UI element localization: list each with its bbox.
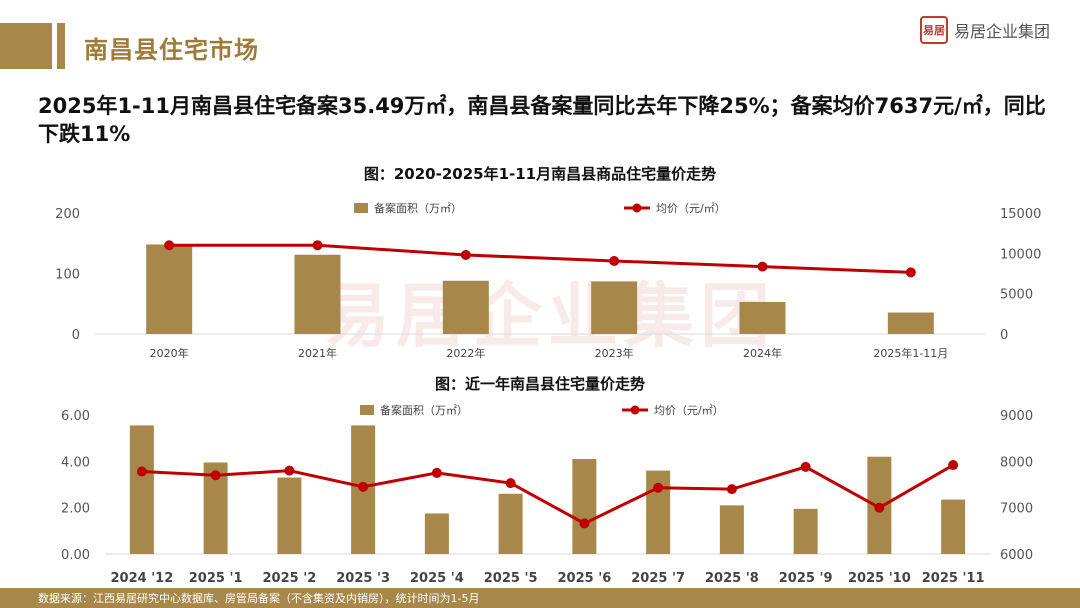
chart1-category-label: 2020年 — [150, 346, 189, 360]
chart1-title: 图：2020-2025年1-11月南昌县商品住宅量价走势 — [363, 165, 717, 183]
chart1-price-point — [609, 255, 620, 266]
chart2-price-point — [136, 466, 147, 477]
chart1-legend-line-marker — [632, 203, 642, 213]
chart2-right-tick-label: 8000 — [1000, 455, 1033, 470]
chart2-price-point — [653, 482, 664, 493]
chart2-price-point — [726, 484, 737, 495]
chart2-bar — [129, 425, 154, 554]
footer-bar: 数据来源：江西易居研究中心数据库、房管局备案（不含集资及内销房），统计时间为1-… — [0, 588, 1080, 608]
chart2-price-point — [505, 478, 516, 489]
chart2-category-label: 2025 '10 — [848, 571, 911, 586]
chart2-category-label: 2025 '2 — [263, 571, 317, 586]
chart2-category-label: 2025 '4 — [410, 571, 464, 586]
chart2-price-line — [141, 463, 954, 526]
chart1-bar — [887, 312, 934, 334]
chart2-bar — [941, 499, 966, 554]
chart2-price-point — [431, 467, 442, 478]
chart1-right-tick-label: 5000 — [1000, 288, 1033, 303]
chart2-legend-line-marker — [630, 405, 640, 415]
chart2-price-point — [210, 470, 221, 481]
chart1-right-tick-label: 0 — [1000, 328, 1008, 343]
chart2-category-label: 2025 '8 — [705, 571, 759, 586]
headline-summary: 2025年1-11月南昌县住宅备案35.49万㎡，南昌县备案量同比去年下降25%… — [38, 94, 1046, 146]
chart1-price-point — [164, 240, 175, 251]
chart2-category-label: 2025 '1 — [189, 571, 243, 586]
chart1-bar — [146, 244, 193, 334]
chart2-price-point — [874, 502, 885, 513]
chart1-left-tick-label: 200 — [55, 207, 80, 222]
logo-seal-icon: 易居 — [919, 16, 948, 44]
chart1-bar — [442, 280, 489, 334]
watermark: 易居企业集团 — [320, 275, 776, 357]
chart2-category-label: 2025 '5 — [484, 571, 538, 586]
chart2-price-point — [800, 461, 811, 472]
chart2-price-point — [284, 465, 295, 476]
chart1-legend-bar-swatch — [354, 203, 368, 213]
chart2-bar — [498, 493, 523, 554]
page-title: 南昌县住宅市场 — [84, 36, 259, 64]
chart1-left-tick-label: 100 — [55, 268, 80, 283]
chart2-legend-bar-label: 备案面积（万㎡） — [380, 403, 468, 417]
chart1-legend-bar-label: 备案面积（万㎡） — [374, 201, 462, 215]
chart2-price-point — [948, 460, 959, 471]
chart1-category-label: 2021年 — [298, 346, 337, 360]
chart2-legend-line-label: 均价（元/㎡） — [654, 404, 724, 417]
title-accent-bar — [0, 23, 52, 69]
chart1-left-tick-label: 0 — [72, 328, 80, 343]
chart1-price-point — [905, 267, 916, 278]
chart1-right-tick-label: 10000 — [1000, 247, 1041, 262]
chart2-bar — [719, 505, 744, 554]
chart2-category-label: 2025 '3 — [336, 571, 390, 586]
chart2-bar — [424, 513, 449, 554]
chart2-category-label: 2025 '7 — [631, 571, 685, 586]
chart2-right-tick-label: 9000 — [1000, 409, 1033, 424]
chart2-bar — [277, 477, 302, 554]
chart2-right-tick-label: 6000 — [1000, 548, 1033, 563]
chart2-left-tick-label: 4.00 — [61, 455, 90, 470]
footer-source: 数据来源：江西易居研究中心数据库、房管局备案（不含集资及内销房），统计时间为1-… — [38, 592, 480, 605]
chart1-price-point — [460, 249, 471, 260]
chart1-bar — [591, 281, 638, 334]
chart2-left-tick-label: 2.00 — [61, 502, 90, 517]
chart2-category-label: 2025 '6 — [558, 571, 612, 586]
chart1-bar — [739, 301, 786, 334]
chart1-right-tick-label: 15000 — [1000, 207, 1041, 222]
chart2-left-tick-label: 0.00 — [61, 548, 90, 563]
chart2-legend-bar-swatch — [360, 405, 374, 415]
chart1-category-label: 2024年 — [743, 346, 782, 360]
chart2-category-label: 2025 '9 — [779, 571, 833, 586]
chart1-bar — [294, 254, 341, 334]
chart1-legend-line-label: 均价（元/㎡） — [656, 202, 726, 215]
chart2-left-tick-label: 6.00 — [61, 409, 90, 424]
chart2-category-label: 2025 '11 — [922, 571, 985, 586]
chart2-title: 图：近一年南昌县住宅量价走势 — [434, 375, 645, 393]
chart1-price-line — [169, 243, 911, 274]
chart2-bar — [572, 459, 597, 554]
chart1-price-point — [312, 240, 323, 251]
chart1-price-point — [757, 261, 768, 272]
chart2-price-point — [579, 518, 590, 529]
chart2-category-label: 2024 '12 — [110, 571, 173, 586]
title-accent-bar-thin — [57, 23, 65, 69]
logo-text: 易居企业集团 — [953, 22, 1050, 41]
chart2-price-point — [358, 481, 369, 492]
chart1-category-label: 2022年 — [446, 346, 485, 360]
chart1-category-label: 2023年 — [595, 346, 634, 360]
chart1-category-label: 2025年1-11月 — [873, 346, 948, 360]
company-logo: 易居 易居企业集团 — [919, 16, 1050, 44]
chart2-bar — [793, 508, 818, 554]
chart2-right-tick-label: 7000 — [1000, 502, 1033, 517]
